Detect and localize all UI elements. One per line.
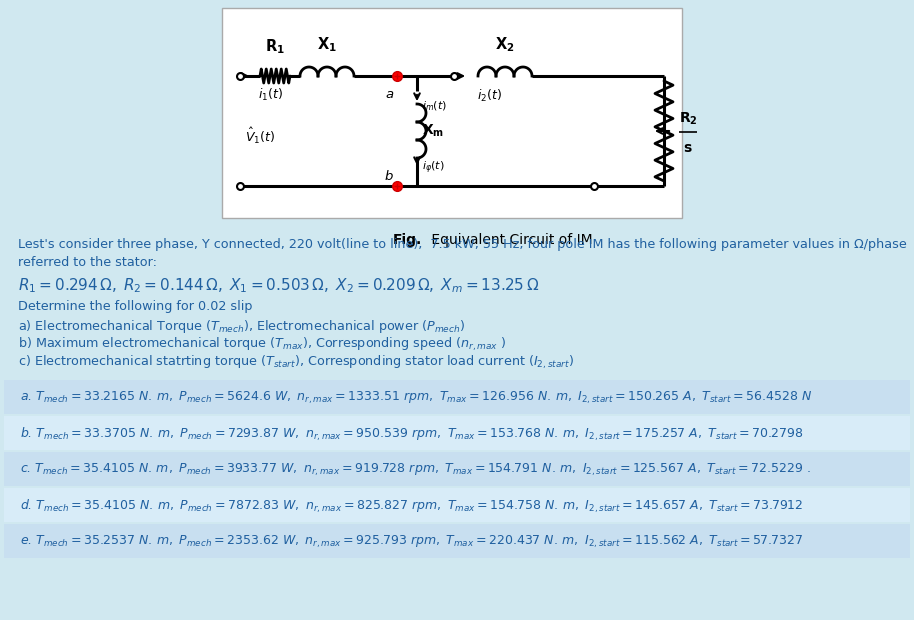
Text: c) Electromechanical statrting torque ($T_{start}$), Corresponding stator load c: c) Electromechanical statrting torque ($…	[18, 354, 574, 371]
FancyBboxPatch shape	[4, 524, 910, 558]
Text: $i_1(t)$: $i_1(t)$	[258, 87, 282, 103]
Text: $R_1 = 0.294\,\Omega,\;R_2 = 0.144\,\Omega,\;X_1 = 0.503\,\Omega,\;X_2 = 0.209\,: $R_1 = 0.294\,\Omega,\;R_2 = 0.144\,\Ome…	[18, 276, 539, 294]
Text: Fig.: Fig.	[392, 233, 421, 247]
FancyBboxPatch shape	[4, 452, 910, 486]
Text: $b$: $b$	[384, 169, 394, 183]
Text: c. $T_{mech} = 35.4105\ N.\,m,\ P_{mech} = 3933.77\ W,\ n_{r,max} = 919.728\ rpm: c. $T_{mech} = 35.4105\ N.\,m,\ P_{mech}…	[20, 462, 811, 478]
Text: $i_m(t)$: $i_m(t)$	[422, 99, 447, 113]
Text: $\mathbf{X_2}$: $\mathbf{X_2}$	[495, 35, 515, 54]
FancyBboxPatch shape	[222, 8, 682, 218]
Text: referred to the stator:: referred to the stator:	[18, 256, 157, 269]
Text: $i_\varphi(t)$: $i_\varphi(t)$	[422, 160, 445, 176]
Text: $\mathbf{s}$: $\mathbf{s}$	[683, 141, 693, 155]
Text: b. $T_{mech} = 33.3705\ N.\,m,\ P_{mech} = 7293.87\ W,\ n_{r,max} = 950.539\ rpm: b. $T_{mech} = 33.3705\ N.\,m,\ P_{mech}…	[20, 425, 804, 443]
Text: $\mathbf{X_m}$: $\mathbf{X_m}$	[422, 123, 444, 140]
Text: a. $T_{mech} = 33.2165\ N.\,m,\ P_{mech} = 5624.6\ W,\ n_{r,max} = 1333.51\ rpm,: a. $T_{mech} = 33.2165\ N.\,m,\ P_{mech}…	[20, 390, 813, 406]
Text: Determine the following for 0.02 slip: Determine the following for 0.02 slip	[18, 300, 252, 313]
Text: Equivalent Circuit of IM: Equivalent Circuit of IM	[427, 233, 592, 247]
Text: e. $T_{mech} = 35.2537\ N.\,m,\ P_{mech} = 2353.62\ W,\ n_{r,max} = 925.793\ rpm: e. $T_{mech} = 35.2537\ N.\,m,\ P_{mech}…	[20, 534, 803, 550]
Text: $\mathbf{R_2}$: $\mathbf{R_2}$	[679, 111, 697, 127]
Text: a) Electromechanical Torque ($T_{mech}$), Electromechanical power ($P_{mech}$): a) Electromechanical Torque ($T_{mech}$)…	[18, 318, 465, 335]
Text: $\hat{V}_1(t)$: $\hat{V}_1(t)$	[245, 126, 275, 146]
Text: d. $T_{mech} = 35.4105\ N.\,m,\ P_{mech} = 7872.83\ W,\ n_{r,max} = 825.827\ rpm: d. $T_{mech} = 35.4105\ N.\,m,\ P_{mech}…	[20, 497, 803, 515]
FancyBboxPatch shape	[4, 488, 910, 522]
Text: b) Maximum electromechanical torque ($T_{max}$), Corresponding speed ($n_{r,max}: b) Maximum electromechanical torque ($T_…	[18, 336, 506, 353]
FancyBboxPatch shape	[4, 416, 910, 450]
FancyBboxPatch shape	[4, 380, 910, 414]
Text: $\mathbf{R_1}$: $\mathbf{R_1}$	[265, 37, 285, 56]
Text: $i_2(t)$: $i_2(t)$	[477, 88, 502, 104]
Text: Lest's consider three phase, Y connected, 220 volt(line to line),  7.5 kW, 55 Hz: Lest's consider three phase, Y connected…	[18, 238, 907, 251]
Text: $a$: $a$	[385, 88, 394, 101]
Text: $\mathbf{X_1}$: $\mathbf{X_1}$	[317, 35, 337, 54]
